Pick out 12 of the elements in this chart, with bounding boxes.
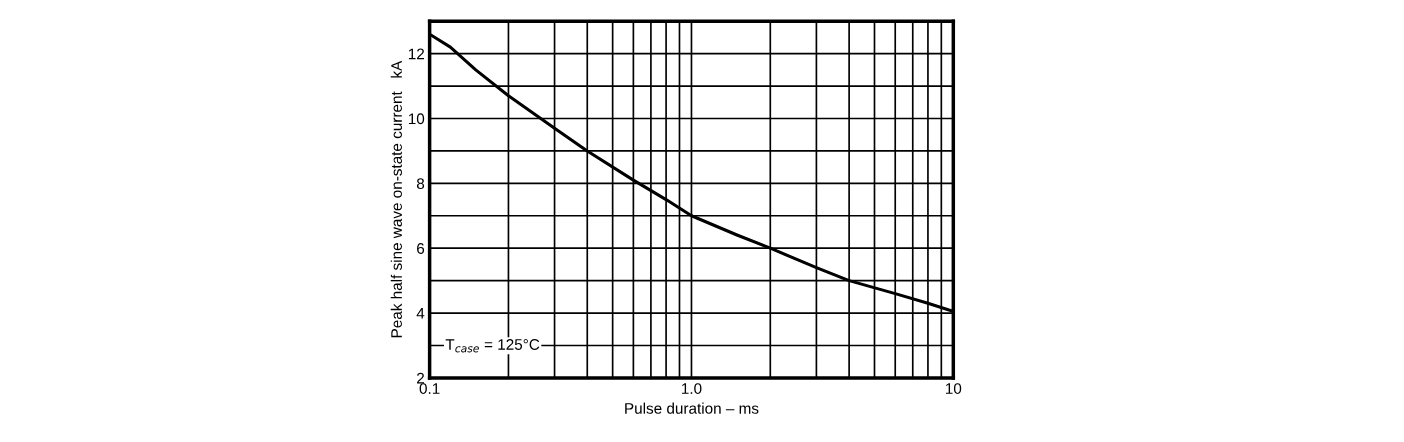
x-axis-title: Pulse duration – ms bbox=[625, 402, 759, 414]
y-tick-label: 8 bbox=[416, 178, 425, 190]
y-axis-title: Peak half sine wave on-state current kA bbox=[390, 60, 402, 338]
x-tick-label: 0.1 bbox=[419, 383, 440, 394]
y-tick-label: 2 bbox=[417, 372, 424, 384]
annotation: T$_{case}$ = 125°C bbox=[445, 339, 540, 353]
y-tick-label: 4 bbox=[416, 308, 425, 319]
x-tick-label: 10 bbox=[945, 383, 962, 394]
y-tick-label: 12 bbox=[408, 48, 424, 60]
y-tick-label: 10 bbox=[408, 113, 425, 125]
x-tick-label: 1.0 bbox=[682, 383, 702, 394]
y-tick-label: 6 bbox=[417, 243, 425, 254]
